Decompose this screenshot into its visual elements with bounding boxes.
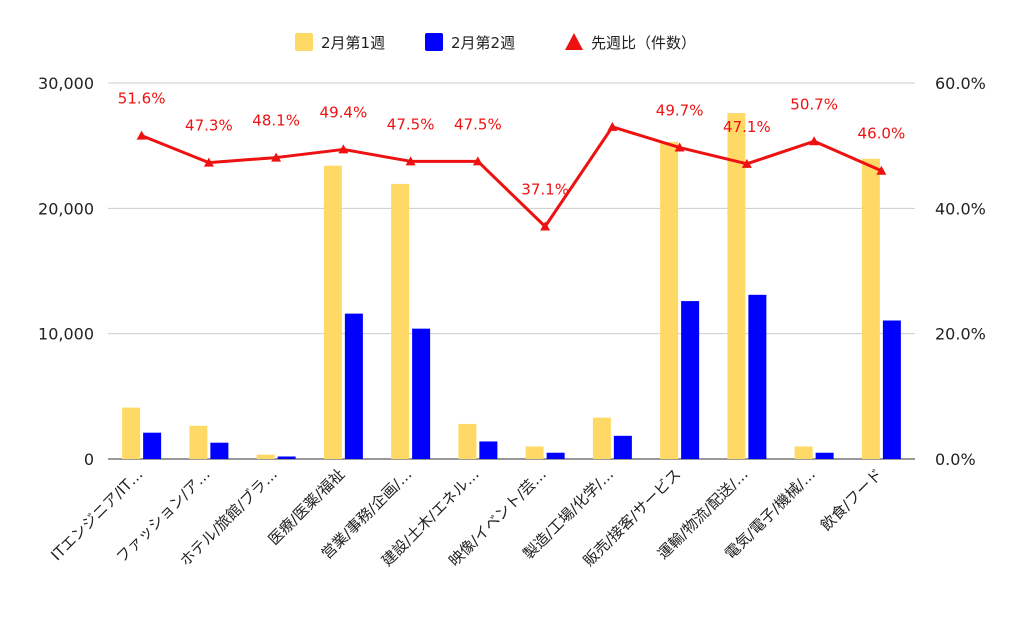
line-marker bbox=[405, 156, 416, 166]
bar-2 bbox=[277, 456, 296, 459]
bar-1 bbox=[122, 407, 141, 459]
legend-swatch bbox=[565, 33, 583, 50]
line-marker bbox=[472, 156, 483, 166]
y-right-tick-label: 60.0% bbox=[935, 74, 986, 93]
line-marker bbox=[271, 152, 282, 162]
line-marker bbox=[607, 121, 618, 131]
bar-1 bbox=[660, 141, 679, 459]
bar-1 bbox=[794, 446, 813, 459]
data-label: 47.5% bbox=[387, 115, 435, 133]
axes: 010,00020,00030,0000.0%20.0%40.0%60.0%IT… bbox=[38, 74, 986, 570]
y-right-tick-label: 40.0% bbox=[935, 199, 986, 218]
data-label: 47.5% bbox=[454, 115, 502, 133]
bar-1 bbox=[525, 446, 544, 459]
bar-series bbox=[122, 113, 901, 460]
bar-2 bbox=[412, 328, 431, 459]
data-label: 37.1% bbox=[521, 181, 569, 199]
line-marker bbox=[674, 142, 685, 152]
line-marker bbox=[338, 144, 349, 154]
bar-1 bbox=[592, 417, 611, 459]
legend-swatch bbox=[295, 33, 313, 51]
bar-2 bbox=[546, 452, 565, 459]
data-label: 49.4% bbox=[320, 103, 368, 121]
line-series: 51.6% 47.3% 48.1% 49.4% 47.5% 47.5% 37.1% 49.7%… bbox=[118, 90, 905, 231]
bar-2 bbox=[815, 452, 834, 459]
data-label: 47.3% bbox=[185, 117, 233, 135]
line-marker bbox=[876, 165, 887, 175]
data-label: 47.1% bbox=[723, 118, 771, 136]
bar-1 bbox=[391, 183, 410, 460]
data-label: 51.6% bbox=[118, 90, 166, 108]
data-label: 46.0% bbox=[858, 125, 906, 143]
bar-2 bbox=[210, 442, 229, 459]
bar-2 bbox=[613, 435, 632, 459]
data-label: 50.7% bbox=[790, 95, 838, 113]
bar-1 bbox=[861, 158, 880, 459]
bar-2 bbox=[479, 441, 498, 459]
bar-2 bbox=[681, 301, 700, 459]
line-marker bbox=[809, 136, 820, 146]
line-path bbox=[141, 125, 882, 229]
y-left-tick-label: 0 bbox=[84, 450, 94, 469]
legend-swatch bbox=[425, 33, 443, 51]
bar-1 bbox=[458, 423, 477, 459]
y-right-tick-label: 0.0% bbox=[935, 450, 976, 469]
y-left-tick-label: 10,000 bbox=[38, 325, 94, 344]
bar-1 bbox=[256, 454, 275, 459]
bar-2 bbox=[344, 313, 363, 459]
y-left-tick-label: 30,000 bbox=[38, 74, 94, 93]
bar-1 bbox=[727, 113, 746, 459]
bar-2 bbox=[748, 294, 767, 459]
y-right-tick-label: 20.0% bbox=[935, 325, 986, 344]
bar-1 bbox=[189, 425, 208, 459]
bar-2 bbox=[143, 432, 162, 459]
line-marker bbox=[741, 158, 752, 168]
data-label: 49.7% bbox=[656, 102, 704, 120]
x-tick-label: 飲食/フード bbox=[817, 465, 886, 534]
bar-1 bbox=[323, 165, 342, 459]
line-marker bbox=[540, 221, 551, 231]
line-marker bbox=[136, 130, 147, 140]
line-marker bbox=[203, 157, 214, 167]
legend: 2月第1週 2月第2週 先週比（件数） bbox=[295, 33, 696, 52]
legend-label: 2月第1週 bbox=[321, 34, 385, 52]
bar-2 bbox=[882, 320, 901, 459]
y-left-tick-label: 20,000 bbox=[38, 199, 94, 218]
legend-label: 2月第2週 bbox=[451, 34, 515, 52]
gridlines bbox=[108, 82, 915, 460]
legend-label: 先週比（件数） bbox=[591, 34, 696, 52]
data-label: 48.1% bbox=[252, 112, 300, 130]
